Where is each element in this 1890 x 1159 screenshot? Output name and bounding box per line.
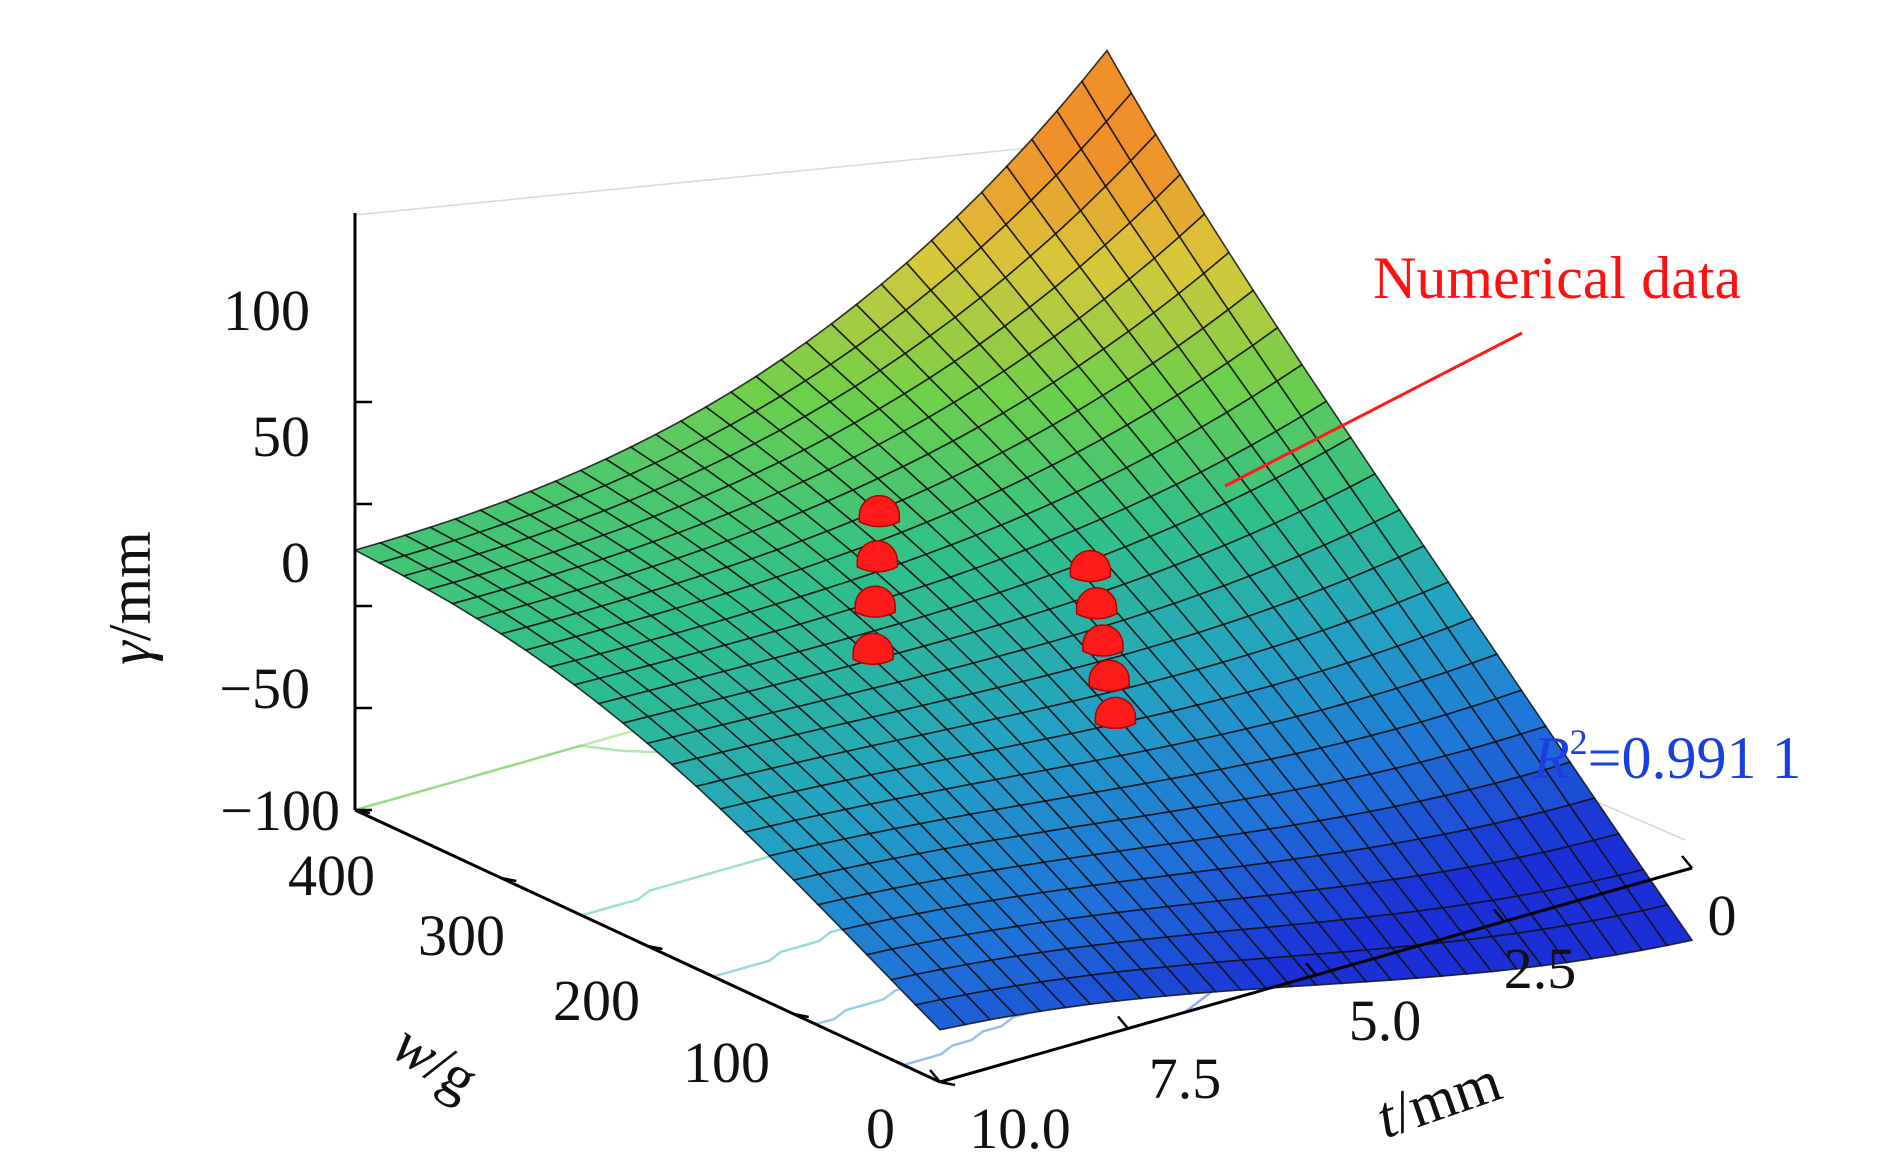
t-tick-label: 0 bbox=[1708, 883, 1737, 948]
t-tick bbox=[1117, 1015, 1129, 1030]
t-tick bbox=[1493, 908, 1505, 923]
annotation-leader-line bbox=[1224, 331, 1523, 488]
z-tick-label: 100 bbox=[223, 278, 310, 343]
z-tick-label: −50 bbox=[219, 656, 310, 721]
data-point bbox=[1094, 696, 1137, 730]
t-tick-label: 10.0 bbox=[969, 1096, 1071, 1159]
data-point bbox=[1088, 659, 1130, 692]
data-point bbox=[854, 585, 896, 618]
w-tick-label: 0 bbox=[866, 1096, 895, 1159]
annotation-label: Numerical data bbox=[1373, 245, 1741, 311]
w-tick bbox=[501, 876, 517, 883]
t-tick-label: 7.5 bbox=[1149, 1046, 1222, 1111]
z-tick-label: 0 bbox=[281, 530, 310, 595]
w-tick bbox=[647, 944, 663, 951]
z-tick-label: −100 bbox=[220, 778, 340, 843]
r-squared-label: R2=0.991 1 bbox=[1532, 722, 1802, 791]
data-point bbox=[852, 632, 894, 666]
w-tick bbox=[939, 1080, 956, 1087]
t-tick bbox=[929, 1069, 941, 1083]
t-tick-labels: 0 2.5 5.0 7.5 10.0 bbox=[969, 883, 1736, 1159]
numerical-data-points bbox=[852, 495, 1137, 730]
w-tick-label: 200 bbox=[553, 968, 640, 1033]
axis-ticks bbox=[354, 400, 1693, 1087]
t-axis-label: t/mm bbox=[1368, 1047, 1509, 1151]
w-axis-label: w/g bbox=[382, 1010, 491, 1113]
w-tick-label: 100 bbox=[683, 1030, 770, 1095]
w-tick bbox=[793, 1012, 809, 1019]
data-point bbox=[1082, 624, 1124, 657]
t-tick bbox=[1681, 855, 1693, 869]
w-tick bbox=[354, 808, 371, 815]
t-tick-label: 5.0 bbox=[1349, 988, 1422, 1053]
t-tick-label: 2.5 bbox=[1504, 936, 1577, 1001]
z-tick-labels: 100 50 0 −50 −100 bbox=[219, 278, 340, 843]
surface-cell bbox=[914, 998, 967, 1031]
surface-mesh bbox=[352, 49, 1694, 1031]
w-tick-labels: 400 300 200 100 0 bbox=[288, 843, 895, 1159]
w-tick-label: 400 bbox=[288, 843, 375, 908]
z-tick-label: 50 bbox=[252, 404, 310, 469]
data-point bbox=[856, 540, 898, 573]
data-point bbox=[1075, 587, 1118, 620]
data-point bbox=[858, 495, 901, 528]
data-point bbox=[1069, 549, 1112, 583]
z-axis-label: γ/mm bbox=[97, 531, 163, 665]
t-tick bbox=[1305, 962, 1317, 976]
w-tick-label: 300 bbox=[418, 903, 505, 968]
